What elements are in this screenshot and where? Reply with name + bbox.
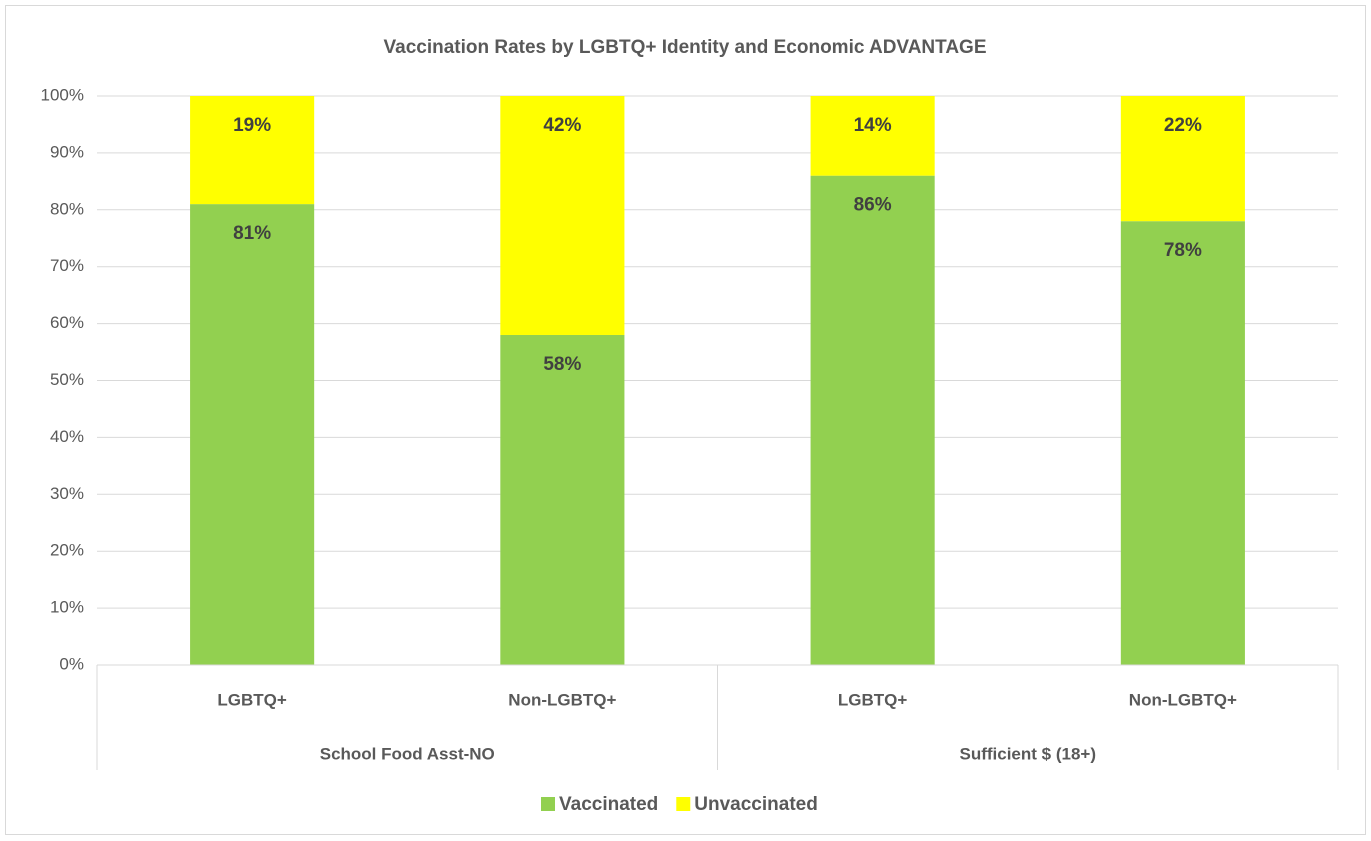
legend-swatch bbox=[541, 797, 555, 811]
y-tick-label: 100% bbox=[41, 85, 84, 104]
data-label: 86% bbox=[854, 195, 892, 216]
bar-segment bbox=[810, 96, 935, 176]
data-label: 81% bbox=[233, 223, 271, 244]
bar-segment bbox=[500, 334, 625, 665]
data-label: 22% bbox=[1164, 115, 1202, 136]
data-label: 42% bbox=[543, 115, 581, 136]
group-label: Sufficient $ (18+) bbox=[959, 744, 1096, 763]
x-tick-label: Non-LGBTQ+ bbox=[508, 690, 616, 709]
y-tick-label: 30% bbox=[50, 484, 84, 503]
legend-label: Vaccinated bbox=[559, 794, 658, 815]
data-label: 78% bbox=[1164, 240, 1202, 261]
bar-segment bbox=[500, 96, 625, 335]
y-tick-label: 40% bbox=[50, 427, 84, 446]
x-tick-label: LGBTQ+ bbox=[838, 690, 907, 709]
bar-segment bbox=[810, 175, 935, 665]
chart-title: Vaccination Rates by LGBTQ+ Identity and… bbox=[384, 37, 987, 58]
data-label: 14% bbox=[854, 115, 892, 136]
legend-swatch bbox=[676, 797, 691, 811]
bar-segment bbox=[1120, 96, 1245, 222]
y-tick-label: 10% bbox=[50, 598, 84, 617]
y-tick-label: 20% bbox=[50, 541, 84, 560]
y-tick-label: 0% bbox=[59, 654, 84, 673]
y-tick-label: 90% bbox=[50, 142, 84, 161]
bar-segment bbox=[190, 204, 315, 666]
data-label: 58% bbox=[543, 354, 581, 375]
legend-label: Unvaccinated bbox=[694, 794, 818, 815]
bar-segment bbox=[190, 96, 315, 205]
y-tick-label: 80% bbox=[50, 199, 84, 218]
y-tick-label: 50% bbox=[50, 370, 84, 389]
x-tick-label: LGBTQ+ bbox=[217, 690, 286, 709]
group-label: School Food Asst-NO bbox=[320, 744, 495, 763]
data-label: 19% bbox=[233, 115, 271, 136]
bar-segment bbox=[1120, 221, 1245, 665]
y-tick-label: 60% bbox=[50, 313, 84, 332]
y-tick-label: 70% bbox=[50, 256, 84, 275]
x-tick-label: Non-LGBTQ+ bbox=[1129, 690, 1237, 709]
